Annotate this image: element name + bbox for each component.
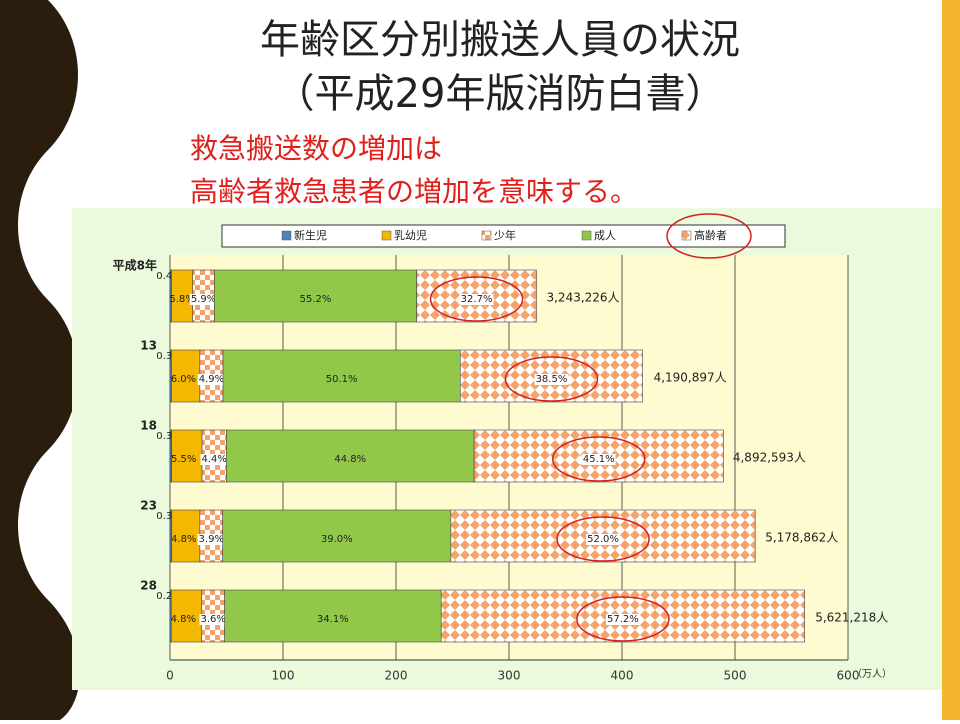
legend-swatch	[481, 230, 492, 241]
category-label: 18	[140, 419, 157, 433]
bar-segment	[171, 349, 201, 403]
title-line: （平成29年版消防白書）	[275, 71, 726, 117]
x-tick-label: 500	[724, 669, 747, 683]
label-bg	[189, 294, 218, 305]
highlight-ring	[504, 356, 599, 402]
title-line: 年齢区分別搬送人員の状況	[260, 17, 740, 63]
value-label: 39.0%	[321, 534, 353, 545]
legend-label: 少年	[494, 228, 516, 242]
value-label: 0.3%	[156, 431, 181, 442]
total-label: 4,892,593人	[733, 451, 806, 465]
legend-swatch	[681, 230, 692, 241]
value-label: 32.7%	[461, 294, 493, 305]
legend-swatch	[281, 230, 292, 241]
bar-segment	[214, 269, 417, 323]
x-tick-label: 300	[498, 669, 521, 683]
legend-box	[221, 224, 786, 248]
total-label: 4,190,897人	[654, 371, 727, 385]
category-label: 28	[140, 579, 157, 593]
total-label: 5,621,218人	[815, 611, 888, 625]
bar-segment	[171, 509, 201, 563]
value-label: 45.1%	[583, 454, 615, 465]
label-bg	[606, 614, 640, 625]
total-label: 5,178,862人	[765, 531, 838, 545]
x-tick-label: 200	[385, 669, 408, 683]
chart: 0 100 200 300 400 500 600（万人） 新生児 乳幼児 少年 成人 高齢者平成8年…	[113, 213, 892, 683]
value-label: 4.8%	[171, 614, 196, 625]
x-tick-label: 600	[837, 669, 860, 683]
label-bg	[534, 374, 569, 385]
value-label: 38.5%	[536, 374, 568, 385]
label-bg	[197, 374, 226, 385]
x-tick-label: 400	[611, 669, 634, 683]
highlight-ring	[666, 213, 752, 259]
highlight-ring	[429, 276, 524, 322]
label-bg	[200, 454, 228, 465]
value-label: 5.9%	[191, 294, 216, 305]
value-label: 0.4%	[156, 271, 181, 282]
value-label: 34.1%	[317, 614, 349, 625]
bar-segment	[222, 349, 461, 403]
legend-swatch	[381, 230, 392, 241]
total-label: 3,243,226人	[546, 291, 619, 305]
bar-segment	[222, 509, 452, 563]
label-bg	[581, 454, 616, 465]
value-label: 52.0%	[587, 534, 619, 545]
legend-swatch	[581, 230, 592, 241]
highlight-ring	[551, 436, 646, 482]
highlight-ring	[556, 516, 650, 562]
value-label: 55.2%	[300, 294, 332, 305]
legend-label: 乳幼児	[394, 229, 427, 242]
message-line: 高齢者救急患者の増加を意味する。	[190, 175, 638, 208]
value-label: 0.3%	[156, 351, 181, 362]
category-label: 13	[140, 339, 157, 353]
category-label: 23	[140, 499, 157, 513]
x-unit: （万人）	[852, 668, 892, 680]
value-label: 44.8%	[334, 454, 366, 465]
x-tick-label: 0	[166, 669, 174, 683]
legend-label: 高齢者	[694, 228, 727, 242]
message-line: 救急搬送数の増加は	[190, 132, 442, 165]
legend-label: 成人	[594, 229, 616, 242]
value-label: 4.8%	[171, 534, 196, 545]
value-label: 5.8%	[169, 294, 194, 305]
value-label: 57.2%	[607, 614, 639, 625]
right-border	[942, 0, 960, 720]
label-bg	[197, 534, 225, 545]
label-bg	[586, 534, 620, 545]
value-label: 3.9%	[199, 534, 224, 545]
value-label: 6.0%	[171, 374, 196, 385]
label-bg	[199, 614, 227, 625]
category-label: 平成8年	[113, 258, 157, 273]
value-label: 5.5%	[171, 454, 196, 465]
value-label: 0.3%	[156, 511, 181, 522]
label-bg	[459, 294, 494, 305]
value-label: 3.6%	[200, 614, 225, 625]
value-label: 4.9%	[199, 374, 224, 385]
value-label: 50.1%	[326, 374, 358, 385]
legend-label: 新生児	[294, 228, 327, 242]
bar-segment	[224, 589, 442, 643]
x-tick-label: 100	[272, 669, 295, 683]
value-label: 4.4%	[202, 454, 227, 465]
value-label: 0.2%	[156, 591, 181, 602]
left-border	[0, 0, 80, 720]
highlight-ring	[576, 596, 670, 642]
bar-segment	[171, 429, 203, 483]
bar-segment	[170, 589, 203, 643]
